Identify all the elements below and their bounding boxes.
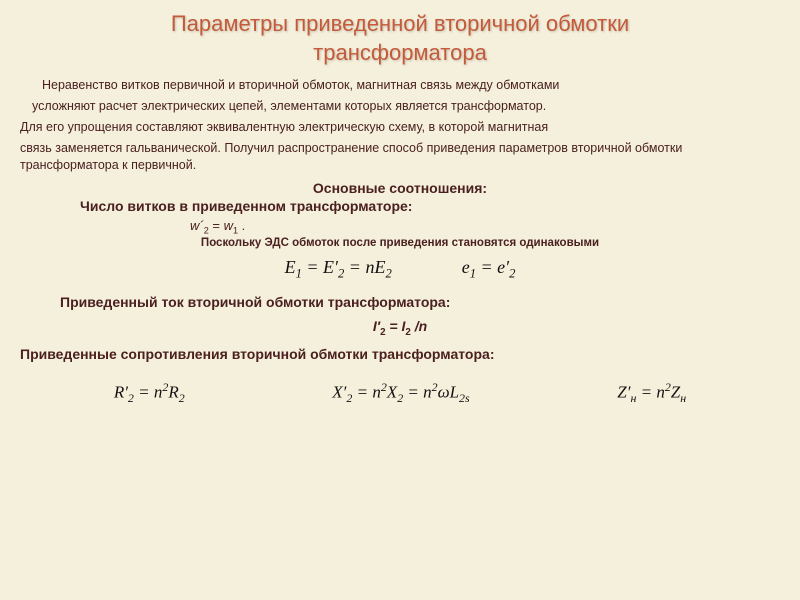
equation-small-e: e1 = e′2	[462, 257, 516, 282]
paragraph-2: усложняют расчет электрических цепей, эл…	[32, 98, 780, 115]
title-line-1: Параметры приведенной вторичной обмотки	[171, 11, 629, 36]
subheading-main-relations: Основные соотношения:	[20, 180, 780, 196]
formula-current: I′2 = I2 /n	[20, 318, 780, 338]
paragraph-1: Неравенство витков первичной и вторичной…	[20, 77, 780, 94]
formula-turns: w´2 = w1 .	[190, 218, 780, 236]
title-line-2: трансформатора	[313, 40, 487, 65]
equation-big-e: E1 = E′2 = nE2	[285, 257, 392, 282]
subheading-turns: Число витков в приведенном трансформатор…	[80, 198, 780, 214]
equation-x: X′2 = n2X2 = n2ωL2s	[332, 380, 469, 406]
paragraph-3: Для его упрощения составляют эквивалентн…	[20, 119, 780, 136]
resistance-equations-row: R′2 = n2R2 X′2 = n2X2 = n2ωL2s Z′н = n2Z…	[40, 380, 760, 406]
subheading-resistance: Приведенные сопротивления вторичной обмо…	[20, 346, 780, 362]
paragraph-4: связь заменяется гальванической. Получил…	[20, 140, 780, 174]
equation-z: Z′н = n2Zн	[617, 380, 686, 406]
subheading-current: Приведенный ток вторичной обмотки трансф…	[60, 294, 780, 310]
note-emf: Поскольку ЭДС обмоток после приведения с…	[20, 237, 780, 249]
page-title: Параметры приведенной вторичной обмотки …	[20, 10, 780, 67]
emf-equations-row: E1 = E′2 = nE2 e1 = e′2	[20, 257, 780, 282]
equation-r: R′2 = n2R2	[114, 380, 185, 406]
